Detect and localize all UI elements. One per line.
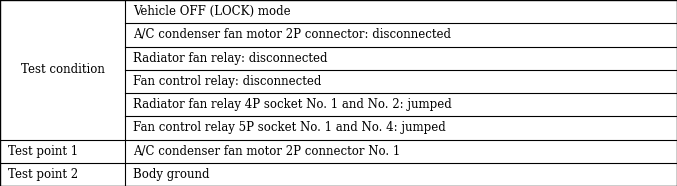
Text: Fan control relay 5P socket No. 1 and No. 4: jumped: Fan control relay 5P socket No. 1 and No… xyxy=(133,121,446,134)
Text: Test point 2: Test point 2 xyxy=(8,168,79,181)
Text: Fan control relay: disconnected: Fan control relay: disconnected xyxy=(133,75,322,88)
Text: Vehicle OFF (LOCK) mode: Vehicle OFF (LOCK) mode xyxy=(133,5,291,18)
Text: Radiator fan relay: disconnected: Radiator fan relay: disconnected xyxy=(133,52,328,65)
Text: Radiator fan relay 4P socket No. 1 and No. 2: jumped: Radiator fan relay 4P socket No. 1 and N… xyxy=(133,98,452,111)
Text: Test point 1: Test point 1 xyxy=(8,145,79,158)
Text: A/C condenser fan motor 2P connector: disconnected: A/C condenser fan motor 2P connector: di… xyxy=(133,28,452,41)
Text: A/C condenser fan motor 2P connector No. 1: A/C condenser fan motor 2P connector No.… xyxy=(133,145,401,158)
Text: Body ground: Body ground xyxy=(133,168,210,181)
Text: Test condition: Test condition xyxy=(21,63,104,76)
